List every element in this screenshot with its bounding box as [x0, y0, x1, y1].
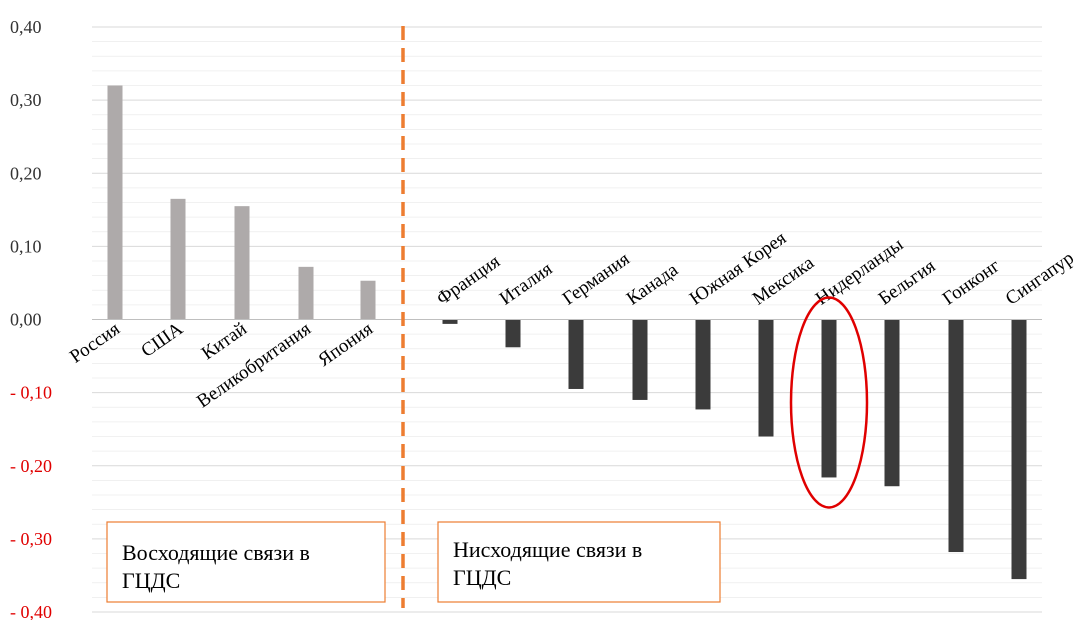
group-label-boxes: Восходящие связи в ГЦДС Нисходящие связи…	[106, 521, 721, 603]
bar	[1011, 319, 1027, 580]
bar	[568, 319, 584, 389]
bars	[107, 85, 1027, 580]
bar	[234, 206, 250, 320]
bar	[632, 319, 648, 400]
y-tick-label: - 0,30	[10, 529, 52, 549]
category-label: Франция	[433, 251, 504, 310]
y-tick-label: 0,40	[10, 17, 42, 37]
bar	[948, 319, 964, 553]
upstream-box-line1: Восходящие связи в	[122, 540, 310, 565]
bar	[505, 319, 521, 348]
upstream-box-line2: ГЦДС	[122, 568, 180, 593]
bar	[884, 319, 900, 487]
category-label: Германия	[559, 248, 634, 309]
downstream-box-line2: ГЦДС	[453, 565, 511, 590]
category-label: США	[138, 318, 188, 361]
downstream-box-line1: Нисходящие связи в	[453, 537, 642, 562]
category-label: Россия	[66, 318, 124, 367]
y-tick-label: 0,30	[10, 90, 42, 110]
bar	[107, 85, 123, 320]
y-tick-label: - 0,10	[10, 383, 52, 403]
y-tick-label: 0,20	[10, 163, 42, 183]
bar	[758, 319, 774, 437]
bar	[821, 319, 837, 478]
grid	[92, 26, 1042, 613]
category-label: Италия	[496, 258, 557, 309]
category-label: Сингапур	[1002, 248, 1078, 310]
bar	[360, 280, 376, 320]
category-label: Япония	[315, 318, 378, 371]
bar	[695, 319, 711, 410]
bar	[298, 266, 314, 320]
category-label: Китай	[198, 318, 251, 364]
upstream-box	[106, 521, 386, 603]
y-tick-label: - 0,20	[10, 456, 52, 476]
downstream-box	[437, 521, 721, 603]
category-label: Гонконг	[939, 255, 1004, 309]
y-tick-label: 0,10	[10, 236, 42, 256]
highlight-ellipse	[789, 296, 869, 509]
y-tick-label: - 0,40	[10, 602, 52, 620]
y-tick-label: 0,00	[10, 310, 42, 330]
bar	[442, 319, 458, 324]
y-axis-ticks: 0,40 0,30 0,20 0,10 0,00 - 0,10 - 0,20 - 0,30 - …	[10, 17, 52, 620]
bar	[170, 198, 186, 320]
category-label: Великобритания	[193, 318, 315, 412]
